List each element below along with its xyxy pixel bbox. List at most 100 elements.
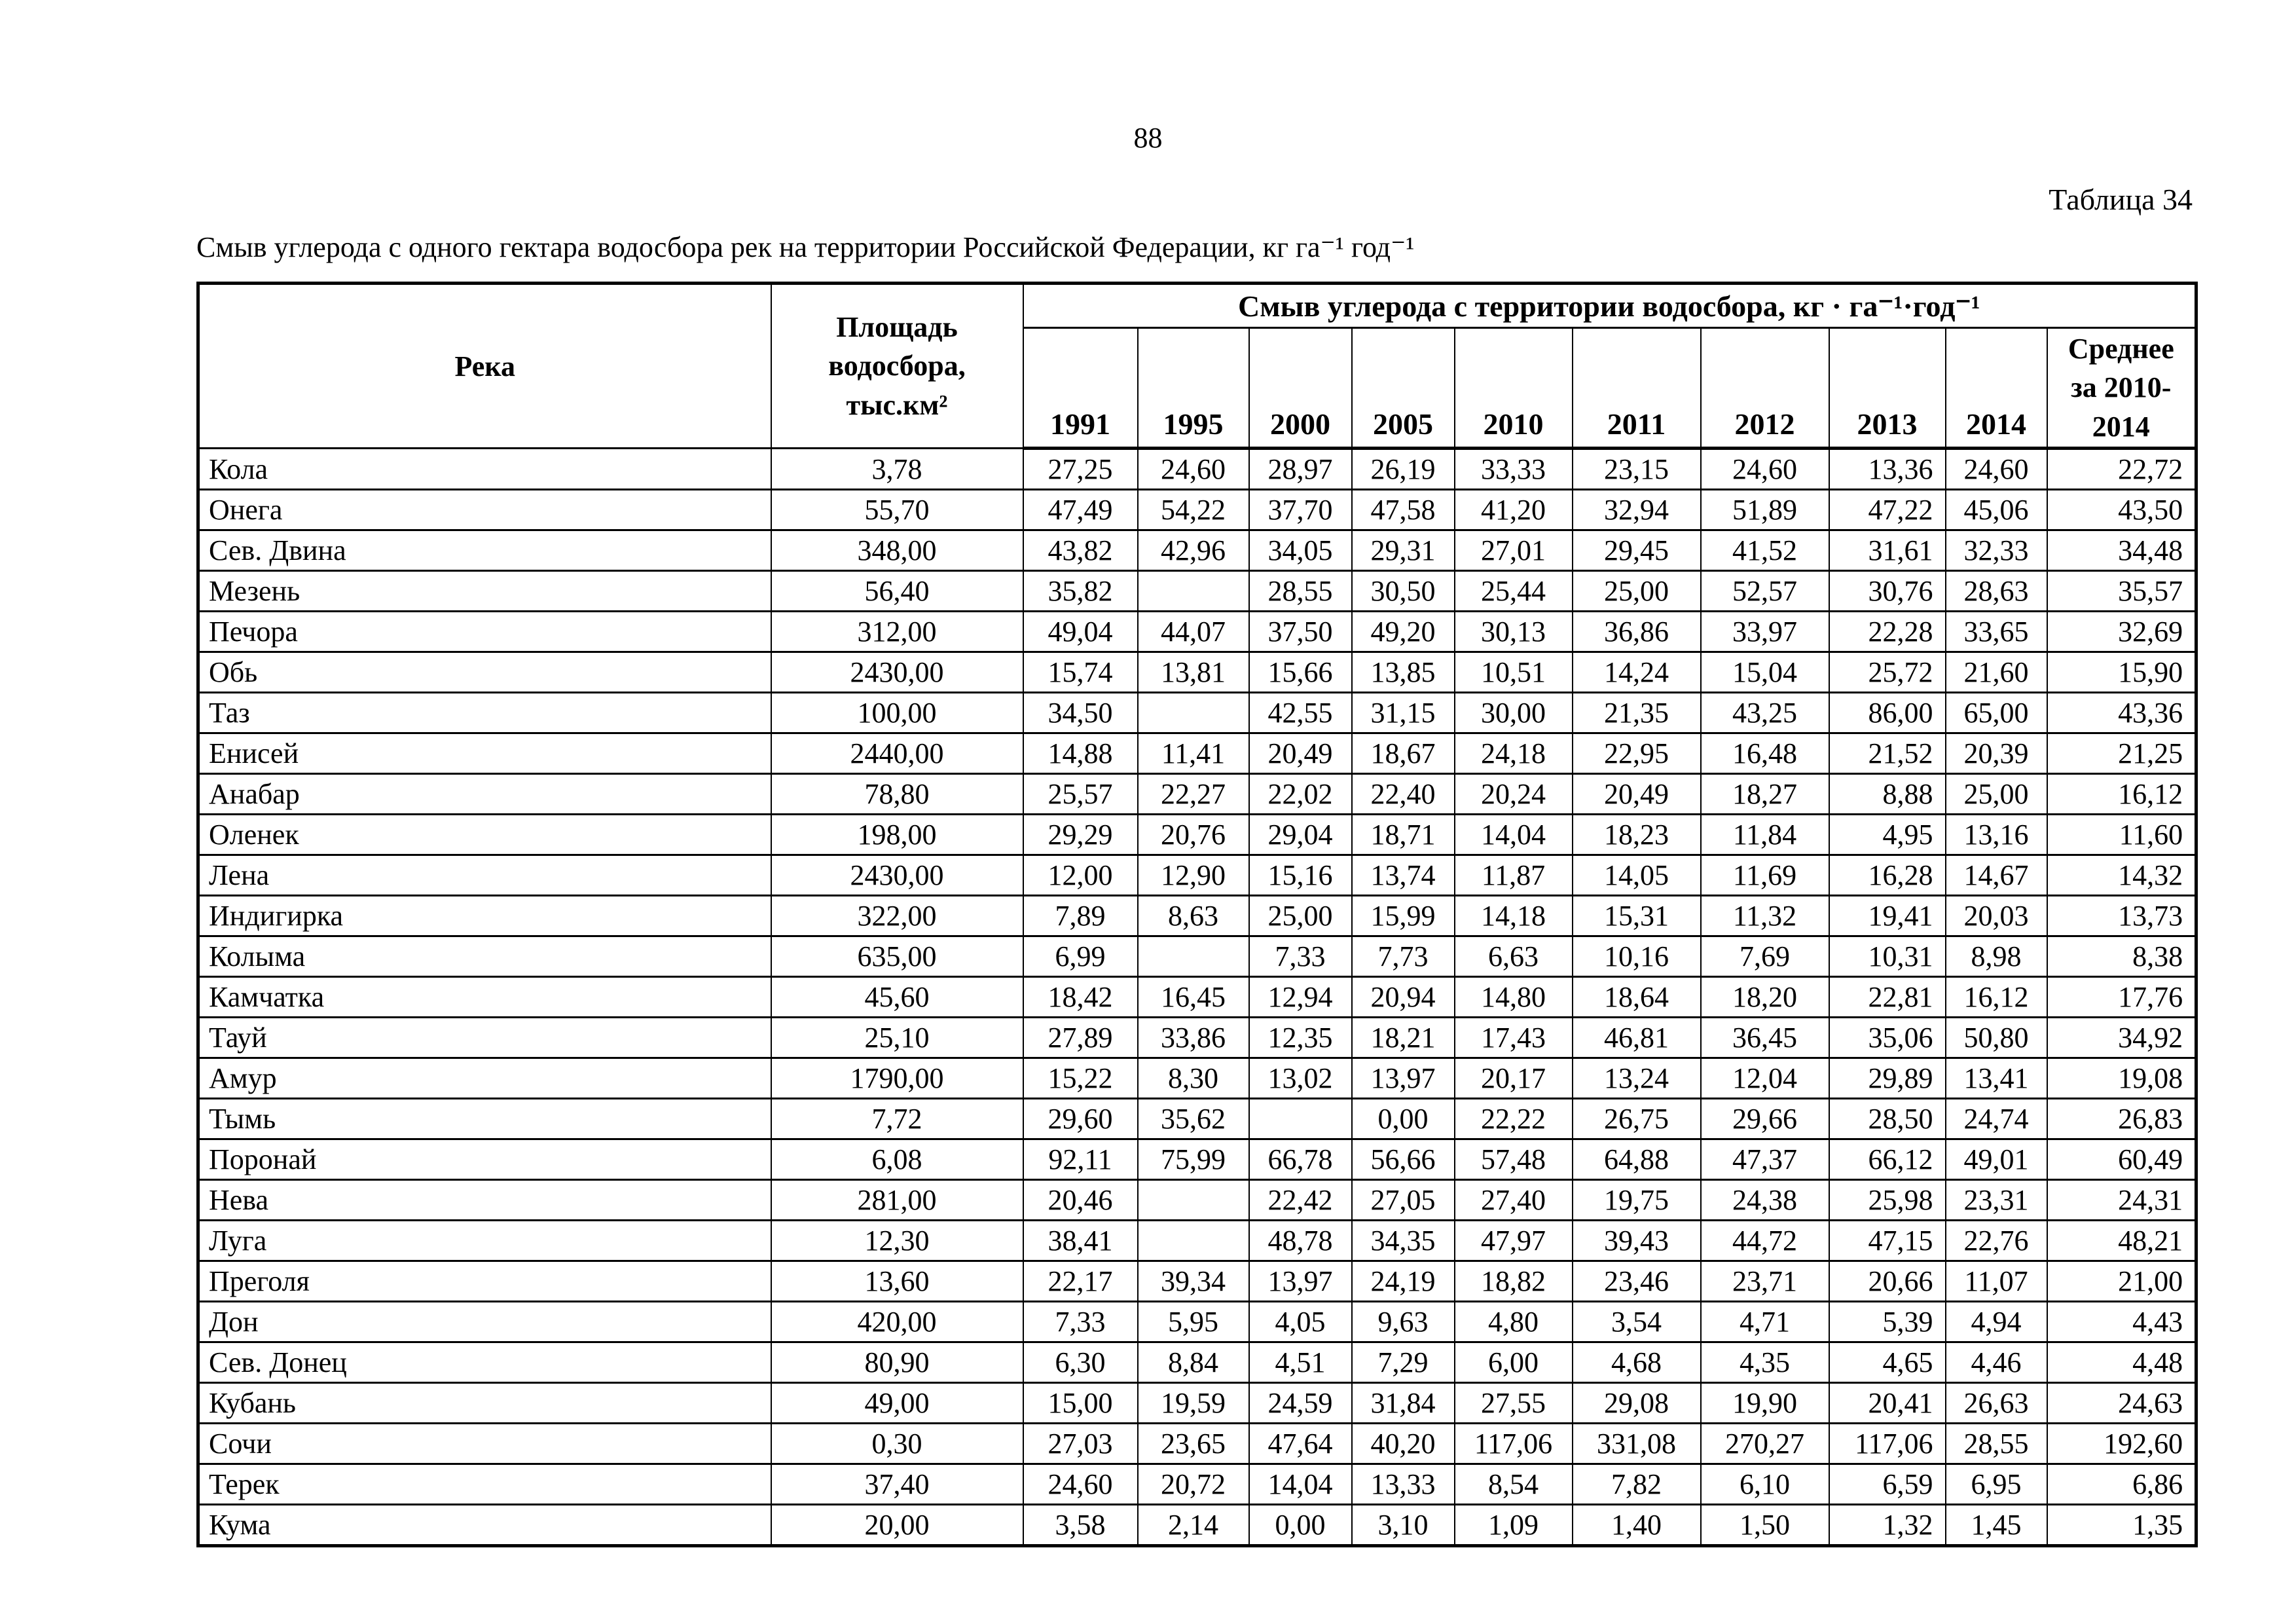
- river-name-cell: Поронай: [197, 1138, 772, 1181]
- area-cell: 78,80: [770, 773, 1024, 816]
- value-cell: 7,33: [1248, 935, 1353, 978]
- value-cell: 14,67: [1944, 854, 2048, 897]
- average-value-cell: 35,57: [2046, 570, 2197, 613]
- column-header-river: Река: [197, 282, 772, 450]
- value-cell: 48,78: [1248, 1219, 1353, 1263]
- document-title: Смыв углерода с одного гектара водосбора…: [196, 231, 1415, 263]
- value-cell: 37,70: [1248, 489, 1353, 532]
- average-value-cell: 11,60: [2046, 813, 2197, 857]
- value-cell: 29,60: [1022, 1098, 1139, 1141]
- value-cell: 34,35: [1351, 1219, 1455, 1263]
- river-name-cell: Онега: [197, 489, 772, 532]
- value-cell: 14,18: [1453, 895, 1573, 938]
- value-cell: 16,48: [1700, 732, 1830, 775]
- average-value-cell: 6,86: [2046, 1463, 2197, 1506]
- value-cell: 1,50: [1700, 1504, 1830, 1547]
- table-row: Сев. Двина 348,00 43,82 42,96 34,05 29,31 27,0…: [197, 529, 2197, 572]
- value-cell: 20,46: [1022, 1179, 1139, 1222]
- value-cell: 8,63: [1137, 895, 1250, 938]
- value-cell: 11,87: [1453, 854, 1573, 897]
- value-cell: 14,88: [1022, 732, 1139, 775]
- value-cell: 6,10: [1700, 1463, 1830, 1506]
- value-cell: 32,33: [1944, 529, 2048, 572]
- value-cell: 14,24: [1571, 651, 1702, 694]
- value-cell: 28,50: [1828, 1098, 1946, 1141]
- value-cell: 32,94: [1571, 489, 1702, 532]
- value-cell: 15,99: [1351, 895, 1455, 938]
- table-row: Печора 312,00 49,04 44,07 37,50 49,20 30,13 36,…: [197, 610, 2197, 654]
- value-cell: 44,07: [1137, 610, 1250, 654]
- value-cell: 3,58: [1022, 1504, 1139, 1547]
- value-cell: 1,09: [1453, 1504, 1573, 1547]
- table-row: Лена 2430,00 12,00 12,90 15,16 13,74 11,87 14,0…: [197, 854, 2197, 897]
- page-number: 88: [1133, 122, 1163, 154]
- value-cell: 15,16: [1248, 854, 1353, 897]
- river-name-cell: Обь: [197, 651, 772, 694]
- value-cell: 8,84: [1137, 1341, 1250, 1384]
- area-cell: 55,70: [770, 489, 1024, 532]
- value-cell: 20,49: [1571, 773, 1702, 816]
- value-cell: 4,80: [1453, 1301, 1573, 1344]
- river-name-cell: Дон: [197, 1301, 772, 1344]
- value-cell: 14,04: [1248, 1463, 1353, 1506]
- value-cell: 66,12: [1828, 1138, 1946, 1181]
- table-row: Амур 1790,00 15,22 8,30 13,02 13,97 20,17 13,24…: [197, 1057, 2197, 1100]
- value-cell: 4,51: [1248, 1341, 1353, 1384]
- area-cell: 348,00: [770, 529, 1024, 572]
- value-cell: 24,60: [1944, 447, 2048, 491]
- value-cell: 5,95: [1137, 1301, 1250, 1344]
- value-cell: 29,29: [1022, 813, 1139, 857]
- value-cell: 22,27: [1137, 773, 1250, 816]
- value-cell: 4,05: [1248, 1301, 1353, 1344]
- value-cell: 7,89: [1022, 895, 1139, 938]
- value-cell: 33,65: [1944, 610, 2048, 654]
- value-cell: 12,94: [1248, 976, 1353, 1019]
- value-cell: 29,08: [1571, 1382, 1702, 1425]
- value-cell: 30,50: [1351, 570, 1455, 613]
- average-value-cell: 43,36: [2046, 692, 2197, 735]
- value-cell: 20,17: [1453, 1057, 1573, 1100]
- table-row: Таз 100,00 34,50 42,55 31,15 30,00 21,35 43,25 8…: [197, 692, 2197, 735]
- value-cell: 47,15: [1828, 1219, 1946, 1263]
- value-cell: 23,65: [1137, 1422, 1250, 1466]
- area-cell: 13,60: [770, 1260, 1024, 1303]
- column-header-year: 2010: [1453, 326, 1573, 451]
- value-cell: 29,45: [1571, 529, 1702, 572]
- value-cell: 19,41: [1828, 895, 1946, 938]
- area-cell: 20,00: [770, 1504, 1024, 1547]
- value-cell: 117,06: [1453, 1422, 1573, 1466]
- value-cell: 4,71: [1700, 1301, 1830, 1344]
- table-row: Мезень 56,40 35,82 28,55 30,50 25,44 25,00 52,5…: [197, 570, 2197, 613]
- table-row: Обь 2430,00 15,74 13,81 15,66 13,85 10,51 14,24…: [197, 651, 2197, 694]
- value-cell: 28,55: [1248, 570, 1353, 613]
- average-value-cell: 48,21: [2046, 1219, 2197, 1263]
- value-cell: 14,05: [1571, 854, 1702, 897]
- river-name-cell: Амур: [197, 1057, 772, 1100]
- value-cell: 16,12: [1944, 976, 2048, 1019]
- area-cell: 49,00: [770, 1382, 1024, 1425]
- area-cell: 25,10: [770, 1016, 1024, 1060]
- table-row: Тымь 7,72 29,60 35,62 0,00 22,22 26,75 29,66 28,…: [197, 1098, 2197, 1141]
- area-cell: 80,90: [770, 1341, 1024, 1384]
- average-value-cell: 34,48: [2046, 529, 2197, 572]
- river-name-cell: Луга: [197, 1219, 772, 1263]
- value-cell: 16,28: [1828, 854, 1946, 897]
- table-row: Кубань 49,00 15,00 19,59 24,59 31,84 27,55 29,0…: [197, 1382, 2197, 1425]
- area-cell: 2430,00: [770, 854, 1024, 897]
- value-cell: 56,66: [1351, 1138, 1455, 1181]
- value-cell: 7,69: [1700, 935, 1830, 978]
- value-cell: 22,42: [1248, 1179, 1353, 1222]
- average-value-cell: 34,92: [2046, 1016, 2197, 1060]
- value-cell: 34,50: [1022, 692, 1139, 735]
- value-cell: 18,27: [1700, 773, 1830, 816]
- value-cell: 22,81: [1828, 976, 1946, 1019]
- value-cell: 28,63: [1944, 570, 2048, 613]
- river-name-cell: Колыма: [197, 935, 772, 978]
- value-cell: 20,76: [1137, 813, 1250, 857]
- table-row: Камчатка 45,60 18,42 16,45 12,94 20,94 14,80 18…: [197, 976, 2197, 1019]
- value-cell: 23,71: [1700, 1260, 1830, 1303]
- average-value-cell: 14,32: [2046, 854, 2197, 897]
- value-cell: 46,81: [1571, 1016, 1702, 1060]
- value-cell: 18,20: [1700, 976, 1830, 1019]
- value-cell: 28,97: [1248, 447, 1353, 491]
